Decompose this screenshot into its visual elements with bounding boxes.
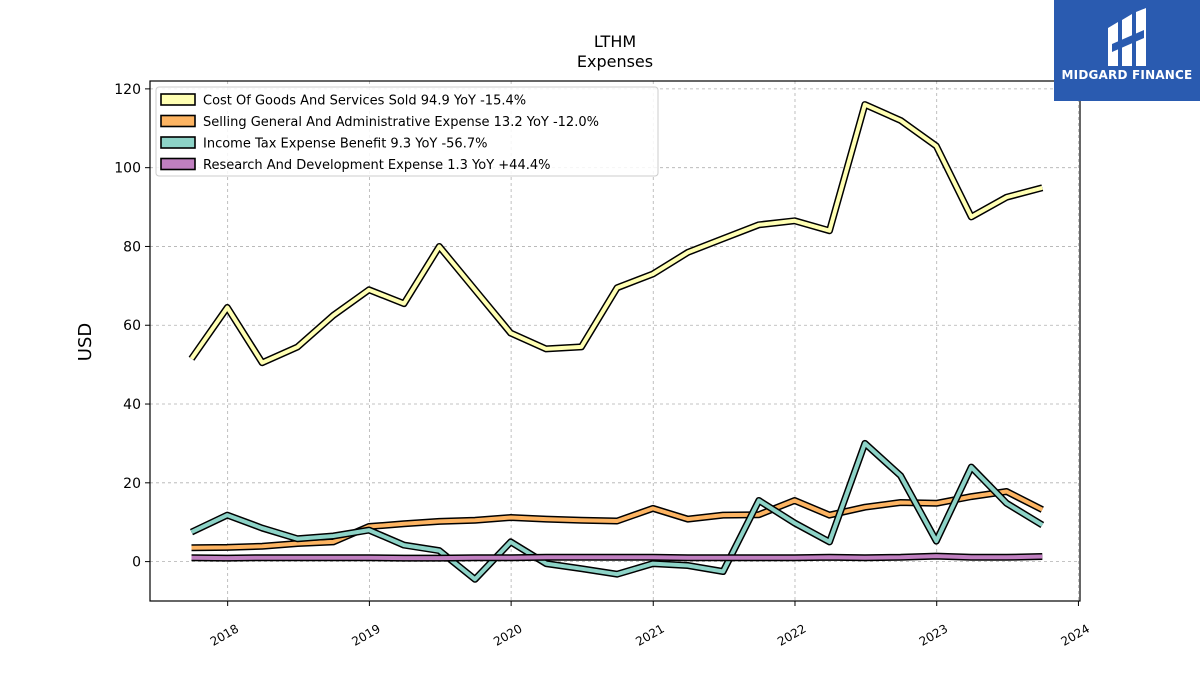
chart-subtitle: Expenses bbox=[577, 52, 653, 71]
legend-entry-research-and-development-expense: Research And Development Expense 1.3 YoY… bbox=[203, 158, 550, 173]
legend-swatch-selling-general-and-administrative-expense bbox=[160, 114, 196, 128]
y-tick-label: 60 bbox=[123, 318, 141, 334]
x-tick-label: 2023 bbox=[917, 621, 950, 648]
x-tick-label: 2021 bbox=[633, 621, 666, 648]
legend-entry-cost-of-goods-and-services-sold: Cost Of Goods And Services Sold 94.9 YoY… bbox=[203, 94, 526, 109]
y-tick-label: 80 bbox=[123, 239, 141, 255]
plot-frame bbox=[149, 80, 1081, 602]
x-tick-label: 2022 bbox=[775, 621, 808, 648]
legend-entry-selling-general-and-administrative-expense: Selling General And Administrative Expen… bbox=[203, 115, 599, 130]
y-tick-label: 100 bbox=[114, 161, 141, 177]
x-axis: 2018 2019 2020 2021 2022 2023 2024 bbox=[208, 601, 1092, 649]
y-axis: 0 20 40 60 80 100 120 bbox=[114, 82, 150, 571]
chart-title: LTHM bbox=[594, 32, 636, 51]
legend-swatch-cost-of-goods-and-services-sold bbox=[160, 93, 196, 106]
x-tick-label: 2018 bbox=[208, 621, 241, 648]
series-line-cost-of-goods-and-services-sold bbox=[189, 102, 1043, 365]
midgard-logo-icon bbox=[1108, 8, 1146, 66]
y-tick-label: 120 bbox=[114, 82, 141, 98]
series-lines bbox=[188, 101, 1045, 583]
legend: Cost Of Goods And Services Sold 94.9 YoY… bbox=[155, 86, 659, 177]
y-tick-label: 0 bbox=[132, 555, 141, 571]
legend-box bbox=[155, 86, 659, 177]
logo-text: MIDGARD FINANCE bbox=[1061, 68, 1193, 82]
legend-swatch-income-tax-expense-benefit bbox=[160, 136, 196, 149]
y-axis-label: USD bbox=[75, 323, 96, 361]
x-tick-label: 2020 bbox=[491, 621, 524, 648]
series-line-income-tax-expense-benefit bbox=[190, 441, 1044, 582]
legend-entry-income-tax-expense-benefit: Income Tax Expense Benefit 9.3 YoY -56.7… bbox=[203, 137, 487, 152]
series-line-selling-general-and-administrative-expense bbox=[191, 489, 1044, 550]
midgard-finance-logo: MIDGARD FINANCE bbox=[1054, 0, 1200, 101]
legend-swatch-research-and-development-expense bbox=[160, 157, 196, 171]
x-tick-label: 2024 bbox=[1058, 621, 1091, 648]
x-tick-label: 2019 bbox=[349, 621, 382, 648]
series-line-research-and-development-expense bbox=[191, 554, 1043, 561]
y-tick-label: 40 bbox=[123, 397, 141, 413]
y-tick-label: 20 bbox=[123, 476, 141, 492]
